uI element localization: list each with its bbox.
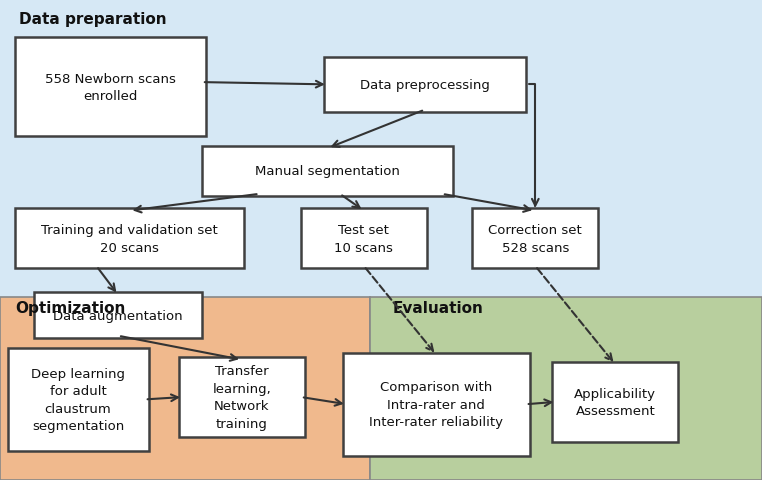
Text: Data preprocessing: Data preprocessing [360,79,490,92]
Text: Test set
10 scans: Test set 10 scans [335,224,393,254]
FancyBboxPatch shape [8,348,149,451]
Bar [370,298,762,480]
FancyBboxPatch shape [202,146,453,197]
FancyBboxPatch shape [301,209,427,269]
Text: 558 Newborn scans
enrolled: 558 Newborn scans enrolled [45,72,176,103]
FancyBboxPatch shape [15,38,206,137]
FancyBboxPatch shape [324,58,526,113]
Text: Optimization: Optimization [15,300,126,315]
Text: Applicability
Assessment: Applicability Assessment [575,387,656,417]
FancyBboxPatch shape [343,353,530,456]
Text: Data augmentation: Data augmentation [53,309,183,322]
Text: Transfer
learning,
Network
training: Transfer learning, Network training [213,364,271,430]
FancyBboxPatch shape [179,358,305,437]
Text: Data preparation: Data preparation [19,12,167,27]
Text: Training and validation set
20 scans: Training and validation set 20 scans [41,224,218,254]
FancyBboxPatch shape [34,293,202,338]
Text: Comparison with
Intra-rater and
Inter-rater reliability: Comparison with Intra-rater and Inter-ra… [370,381,503,428]
Bar [0,298,370,480]
FancyBboxPatch shape [472,209,598,269]
Text: Deep learning
for adult
claustrum
segmentation: Deep learning for adult claustrum segmen… [31,367,125,432]
Text: Evaluation: Evaluation [392,300,483,315]
FancyBboxPatch shape [552,362,678,442]
FancyBboxPatch shape [15,209,244,269]
Text: Manual segmentation: Manual segmentation [255,165,400,178]
Text: Correction set
528 scans: Correction set 528 scans [488,224,582,254]
